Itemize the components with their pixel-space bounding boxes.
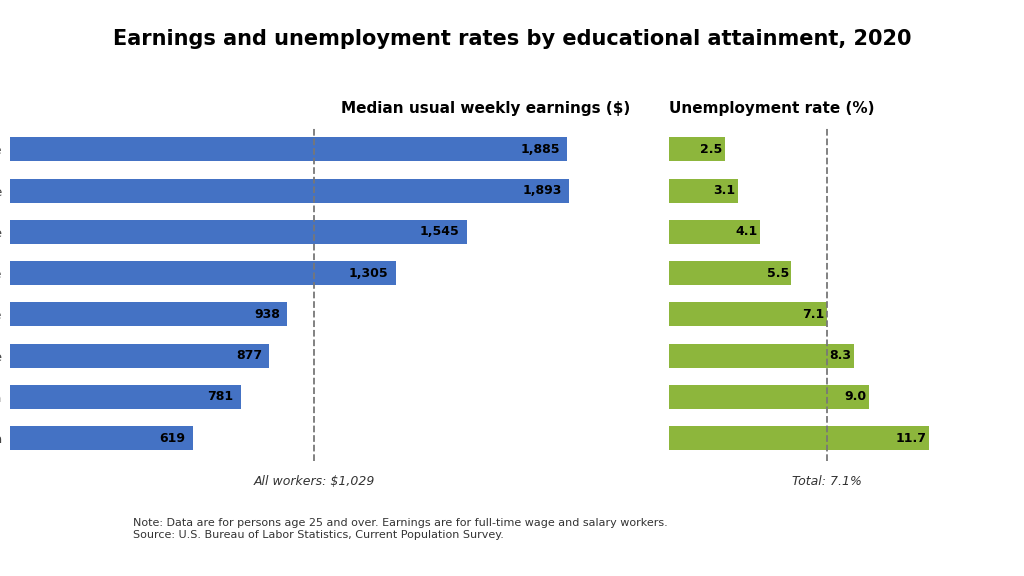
Text: 1,893: 1,893 <box>522 184 562 197</box>
Text: 3.1: 3.1 <box>714 184 735 197</box>
Text: 8.3: 8.3 <box>829 349 851 362</box>
Bar <box>669 302 827 327</box>
Bar <box>10 385 241 409</box>
Bar <box>10 220 467 244</box>
Text: 938: 938 <box>254 308 280 321</box>
Bar <box>669 426 929 450</box>
Bar <box>669 220 760 244</box>
Text: Total: 7.1%: Total: 7.1% <box>792 475 862 488</box>
Text: Earnings and unemployment rates by educational attainment, 2020: Earnings and unemployment rates by educa… <box>113 29 911 49</box>
Text: 1,885: 1,885 <box>520 143 560 156</box>
Text: Note: Data are for persons age 25 and over. Earnings are for full-time wage and : Note: Data are for persons age 25 and ov… <box>133 518 668 540</box>
Bar <box>10 426 194 450</box>
Text: All workers: $1,029: All workers: $1,029 <box>254 475 375 488</box>
Text: 4.1: 4.1 <box>735 225 758 238</box>
Text: 1,545: 1,545 <box>420 225 459 238</box>
Text: 9.0: 9.0 <box>845 391 866 403</box>
Text: 2.5: 2.5 <box>699 143 722 156</box>
Text: 7.1: 7.1 <box>802 308 824 321</box>
Bar <box>10 261 395 285</box>
Text: 5.5: 5.5 <box>767 267 788 279</box>
Bar <box>669 179 738 203</box>
Bar <box>10 179 569 203</box>
Text: Median usual weekly earnings ($): Median usual weekly earnings ($) <box>341 101 631 116</box>
Text: Unemployment rate (%): Unemployment rate (%) <box>669 101 874 116</box>
Text: 781: 781 <box>208 391 233 403</box>
Text: 11.7: 11.7 <box>896 431 927 445</box>
Text: 1,305: 1,305 <box>349 267 388 279</box>
Text: 877: 877 <box>236 349 262 362</box>
Bar <box>669 138 725 161</box>
Bar <box>669 261 792 285</box>
Bar <box>669 385 869 409</box>
Bar <box>10 138 567 161</box>
Bar <box>10 344 269 367</box>
Bar <box>669 344 854 367</box>
Text: 619: 619 <box>160 431 185 445</box>
Bar <box>10 302 288 327</box>
